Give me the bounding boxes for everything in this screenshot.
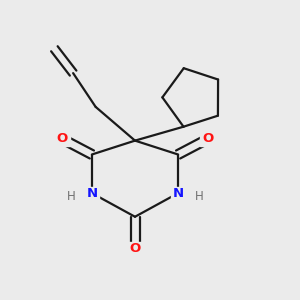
Bar [200, 132, 216, 146]
Text: H: H [67, 190, 76, 202]
Bar [84, 187, 99, 200]
Bar [127, 242, 143, 255]
Text: N: N [172, 187, 184, 200]
Text: H: H [194, 190, 203, 202]
Bar [171, 187, 186, 200]
Text: O: O [129, 242, 141, 255]
Bar [54, 132, 70, 146]
Text: O: O [202, 132, 214, 145]
Text: O: O [56, 132, 68, 145]
Text: N: N [86, 187, 98, 200]
